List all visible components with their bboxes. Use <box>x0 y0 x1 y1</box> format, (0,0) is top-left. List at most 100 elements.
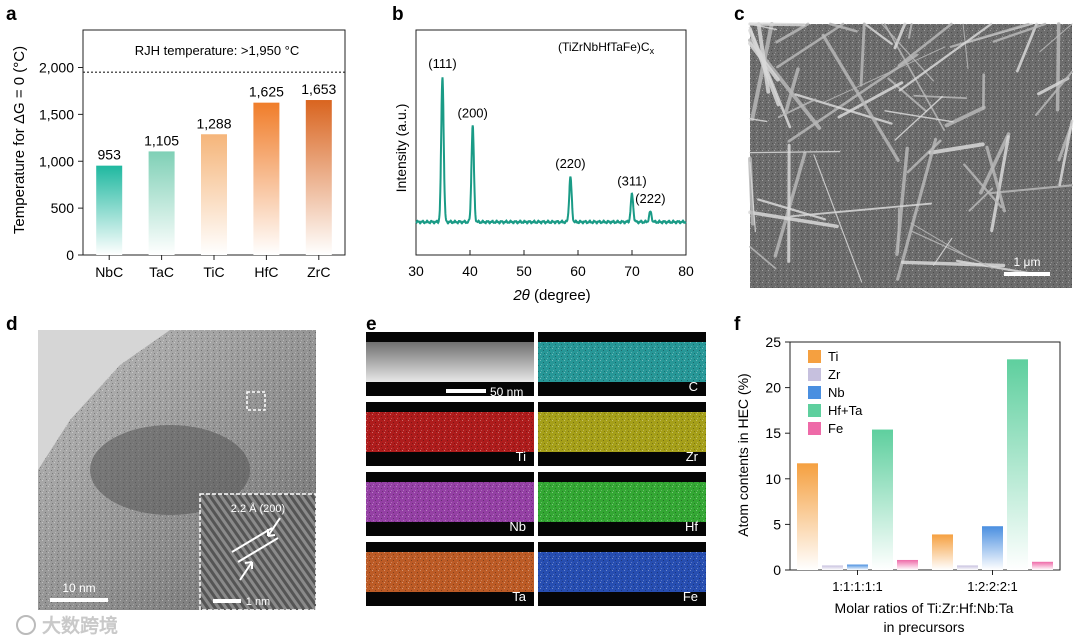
sem-nanorod <box>829 22 858 33</box>
tem-arrow-down <box>267 517 281 537</box>
tem-selection-box <box>246 391 266 411</box>
tem-scale-bar <box>50 598 108 602</box>
eds-tiles: C Ti Zr Nb Hf Ta Fe <box>366 332 706 606</box>
sem-nanorod <box>896 137 938 281</box>
sem-nanorod <box>775 22 810 44</box>
panel-f-bar <box>797 463 818 570</box>
sem-nanorod <box>962 23 969 70</box>
panel-b-x-tick-label: 60 <box>570 263 586 279</box>
eds-map-texture <box>538 552 706 592</box>
panel-a-axes: 0 500 1,000 1,500 2,000 <box>39 29 346 263</box>
sem-nanorod <box>750 22 774 121</box>
panel-letters: a b c d e f <box>6 4 745 335</box>
sem-nanorod <box>989 184 1074 195</box>
panel-b-peak-label: (220) <box>555 156 585 171</box>
eds-element-label: Zr <box>686 449 699 464</box>
panel-a-x-tick-label: HfC <box>254 264 278 280</box>
panel-b-plot: (111) (200) (220) (311) (222) <box>415 56 687 225</box>
sem-nanorod <box>932 237 953 266</box>
panel-b-frame <box>415 29 687 256</box>
panel-f-y-tick-label: 20 <box>765 380 781 396</box>
panel-f-bar-chart: Atom contents in HEC (%) Molar ratios of… <box>735 334 1061 635</box>
panel-a-bar-value-label: 953 <box>98 147 122 163</box>
watermark: 大数跨境 <box>16 614 118 637</box>
panel-f-y-tick-label: 10 <box>765 471 781 487</box>
sem-nanorod <box>1058 119 1074 187</box>
sem-nanorod <box>1015 22 1038 73</box>
panel-b-x-tick-label: 40 <box>462 263 478 279</box>
sem-nanorod <box>776 22 845 69</box>
panel-f-legend-swatch <box>808 386 821 399</box>
sem-scale-bar-label: 1 μm <box>1014 255 1041 269</box>
panel-a-y-tick-label: 0 <box>66 247 74 263</box>
panel-d-tem-image: 2.2 Å (200) 1 nm 10 nm <box>38 330 317 611</box>
panel-a-bar <box>305 100 332 255</box>
panel-f-x-axis-label-line2: in precursors <box>884 619 965 635</box>
tem-inset-scale-label: 1 nm <box>246 596 270 608</box>
sem-nanorod <box>908 22 913 39</box>
sem-nanorod <box>749 150 841 154</box>
sem-nanorod <box>859 22 866 87</box>
panel-a-y-tick-label: 2,000 <box>39 60 74 76</box>
sem-nanorod <box>897 22 953 67</box>
tem-inset-image <box>199 493 317 611</box>
sem-nanorod <box>911 230 994 269</box>
panel-b-sample-subscript: x <box>650 46 655 56</box>
panel-b-x-tick-label: 50 <box>516 263 532 279</box>
eds-element-label: Nb <box>509 519 526 534</box>
panel-a-bars: 953 NbC 1,105 TaC 1,288 TiC 1,625 HfC 1,653 ZrC <box>95 81 336 280</box>
eds-map-texture <box>538 342 706 382</box>
eds-map-texture <box>366 412 534 452</box>
sem-nanorod <box>777 98 817 119</box>
panel-f-bar <box>932 534 953 570</box>
eds-element-label: Fe <box>683 589 698 604</box>
panel-f-frame <box>789 341 1061 571</box>
panel-c-sem-image: 1 μm <box>748 22 1074 288</box>
panel-f-axes: 0 5 10 15 20 25 <box>765 334 1061 578</box>
panel-f-legend: Ti Zr Nb Hf+Ta Fe <box>808 349 863 436</box>
sem-nanorod <box>985 145 1007 213</box>
eds-element-label: Ti <box>516 449 526 464</box>
sem-texture <box>750 24 1072 288</box>
eds-haadf-strip <box>366 342 534 382</box>
panel-a-y-tick-label: 1,500 <box>39 106 74 122</box>
sem-nanorod <box>748 210 839 229</box>
panel-a-bar-value-label: 1,625 <box>249 84 284 100</box>
panel-b-y-axis-label: Intensity (a.u.) <box>393 104 409 193</box>
panel-b-x-axis-symbol: 2θ <box>512 287 529 304</box>
tem-lattice-marker-2 <box>237 537 279 563</box>
panel-a-bar <box>201 134 227 255</box>
sem-nanorod <box>1039 23 1073 53</box>
sem-nanorod <box>756 22 771 94</box>
panel-b-sample-formula: (TiZrNbHfTaFe)C <box>558 40 650 54</box>
sem-nanorod <box>979 132 1011 195</box>
sem-nanorod <box>790 202 932 218</box>
panel-f-legend-label: Fe <box>828 421 843 436</box>
panel-a-y-tick-label: 1,000 <box>39 153 74 169</box>
sem-nanorod <box>910 222 964 255</box>
panel-b-xrd-pattern <box>415 77 687 225</box>
sem-nanorod <box>992 22 1047 43</box>
panel-a-y-tick-label: 500 <box>51 200 75 216</box>
panel-a-reference-label: RJH temperature: >1,950 °C <box>135 43 300 58</box>
panel-a-x-tick-label: ZrC <box>307 264 330 280</box>
panel-f-bar <box>982 526 1003 570</box>
eds-element-label: C <box>689 379 698 394</box>
panel-f-legend-label: Hf+Ta <box>828 403 863 418</box>
panel-b-x-tick-label: 70 <box>624 263 640 279</box>
eds-scale-bar <box>446 389 486 393</box>
panel-f-legend-label: Ti <box>828 349 838 364</box>
panel-f-y-axis-label: Atom contents in HEC (%) <box>735 373 751 536</box>
watermark-logo-icon <box>16 615 36 635</box>
panel-b-xrd-chart: Intensity (a.u.) 2θ (degree) (TiZrNbHfTa… <box>393 29 694 304</box>
panel-f-bar <box>822 565 843 570</box>
sem-scale-bar <box>1004 272 1050 276</box>
panel-a-bar-chart: Temperature for ΔG = 0 (°C) 0 500 1,000 1,5… <box>11 29 346 280</box>
panel-a-bar <box>96 165 123 255</box>
panel-letter-a: a <box>6 4 17 25</box>
sem-nanorod <box>1055 22 1061 112</box>
eds-scale-bar-label: 50 nm <box>490 385 523 399</box>
panel-b-peak-label: (200) <box>458 105 488 120</box>
eds-element-label: Hf <box>685 519 698 534</box>
tem-lattice-marker-1 <box>231 527 273 553</box>
